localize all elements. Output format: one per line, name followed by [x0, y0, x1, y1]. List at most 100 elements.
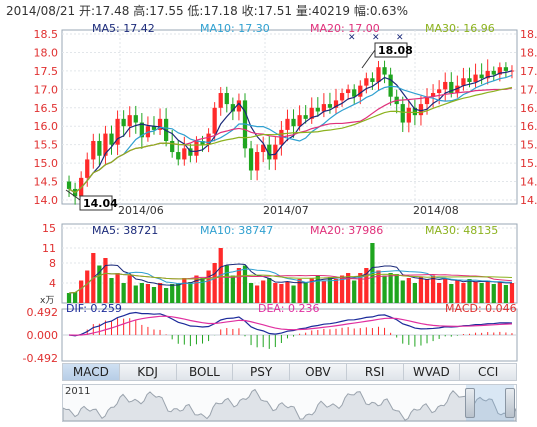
navigator-left-handle[interactable] [465, 388, 475, 418]
candle-body [346, 89, 351, 94]
low-callout: 14.04 [83, 197, 118, 210]
candle-body [109, 133, 114, 145]
candle-body [443, 81, 448, 90]
candle-body [236, 100, 242, 112]
volume-bar [382, 275, 387, 303]
volume-bar [424, 279, 430, 303]
candle-body [412, 107, 418, 116]
volume-bar [176, 283, 181, 303]
tab-psy[interactable]: PSY [233, 364, 290, 380]
macd-tick: -0.492 [23, 352, 58, 362]
candle-body [406, 107, 411, 123]
volume-bar [267, 278, 272, 303]
price-tick-right: 14.5 [520, 176, 537, 189]
candle-body [176, 152, 181, 160]
candle-body [424, 96, 430, 105]
volume-bar [437, 283, 442, 303]
candle-body [467, 78, 472, 82]
tab-rsi[interactable]: RSI [347, 364, 404, 380]
price-ma5-label: MA5: 17.42 [92, 22, 155, 35]
tab-obv[interactable]: OBV [290, 364, 347, 380]
volume-bar [303, 283, 308, 303]
volume-bar [285, 282, 290, 303]
volume-ma10-line [68, 268, 512, 294]
navigator-right-handle[interactable] [505, 388, 515, 418]
volume-bar [127, 275, 132, 303]
ma10-line [68, 74, 513, 194]
volume-bar [479, 283, 484, 303]
volume-bar [66, 293, 72, 303]
price-tick-right: 15.0 [520, 157, 537, 170]
time-navigator[interactable]: 2011 [62, 384, 517, 422]
candle-body [303, 115, 308, 119]
candle-body [321, 104, 326, 112]
tab-wvad[interactable]: WVAD [404, 364, 461, 380]
macd-dea-label: DEA: 0.236 [258, 302, 319, 315]
candle-body [388, 74, 393, 97]
dif-line [68, 311, 512, 337]
price-tick-left: 14.5 [34, 176, 59, 189]
volume-tick: 4 [49, 277, 56, 290]
volume-bar [145, 284, 151, 303]
x-tick-label: 2014/06 [118, 204, 164, 217]
price-tick-right: 17.5 [520, 65, 537, 78]
high-callout-line [361, 49, 376, 69]
volume-bar [297, 279, 302, 303]
volume-bar [206, 270, 211, 303]
volume-bar [79, 280, 84, 303]
candle-body [127, 115, 132, 127]
candle-body [297, 115, 302, 127]
tab-kdj[interactable]: KDJ [120, 364, 177, 380]
candle-body [461, 78, 466, 86]
volume-bar [400, 280, 405, 303]
volume-bar [358, 273, 363, 303]
volume-bar [485, 280, 490, 303]
candle-body [503, 67, 509, 71]
price-tick-right: 14.0 [520, 194, 537, 207]
low-callout-line [65, 189, 81, 201]
volume-bar [309, 278, 314, 303]
candle-body [485, 70, 490, 79]
price-ma10-label: MA10: 17.30 [200, 22, 270, 35]
volume-bar [327, 277, 333, 303]
volume-bar [182, 278, 187, 303]
candle-body [188, 148, 193, 156]
tab-macd[interactable]: MACD [63, 364, 120, 380]
volume-bar [388, 273, 393, 303]
volume-bar [443, 278, 448, 303]
volume-ma30-line [68, 272, 512, 294]
volume-bar [151, 287, 157, 303]
volume-bar [291, 285, 296, 303]
macd-value-label: MACD: 0.046 [445, 302, 517, 315]
indicator-tabs: MACD KDJ BOLL PSY OBV RSI WVAD CCI [62, 363, 517, 381]
volume-bar [133, 285, 138, 303]
candle-body [497, 67, 502, 75]
candle-body [382, 67, 387, 75]
volume-bar [315, 275, 320, 303]
macd-tick: 0.492 [27, 306, 59, 319]
price-tick-right: 16.0 [520, 120, 537, 133]
candle-body [151, 126, 157, 130]
volume-ma10-label: MA10: 38747 [200, 224, 273, 237]
volume-bar [449, 284, 454, 303]
volume-bar [339, 275, 345, 303]
candle-body [358, 85, 363, 97]
price-tick-right: 15.5 [520, 139, 537, 152]
volume-bar [497, 282, 502, 303]
volume-bar [467, 279, 472, 303]
volume-bar [321, 280, 326, 303]
volume-bar [163, 288, 169, 303]
candle-body [437, 89, 442, 94]
candle-body [352, 89, 357, 97]
volume-bar [503, 285, 509, 303]
x-tick-label: 2014/08 [413, 204, 459, 217]
candle-body [66, 181, 72, 189]
volume-ma20-label: MA20: 37986 [310, 224, 383, 237]
tab-boll[interactable]: BOLL [177, 364, 234, 380]
price-tick-left: 15.5 [34, 139, 59, 152]
price-tick-right: 18.5 [520, 28, 537, 41]
candle-body [376, 67, 381, 82]
candle-body [400, 104, 405, 123]
tab-cci[interactable]: CCI [477, 365, 499, 379]
volume-bar [248, 283, 254, 303]
